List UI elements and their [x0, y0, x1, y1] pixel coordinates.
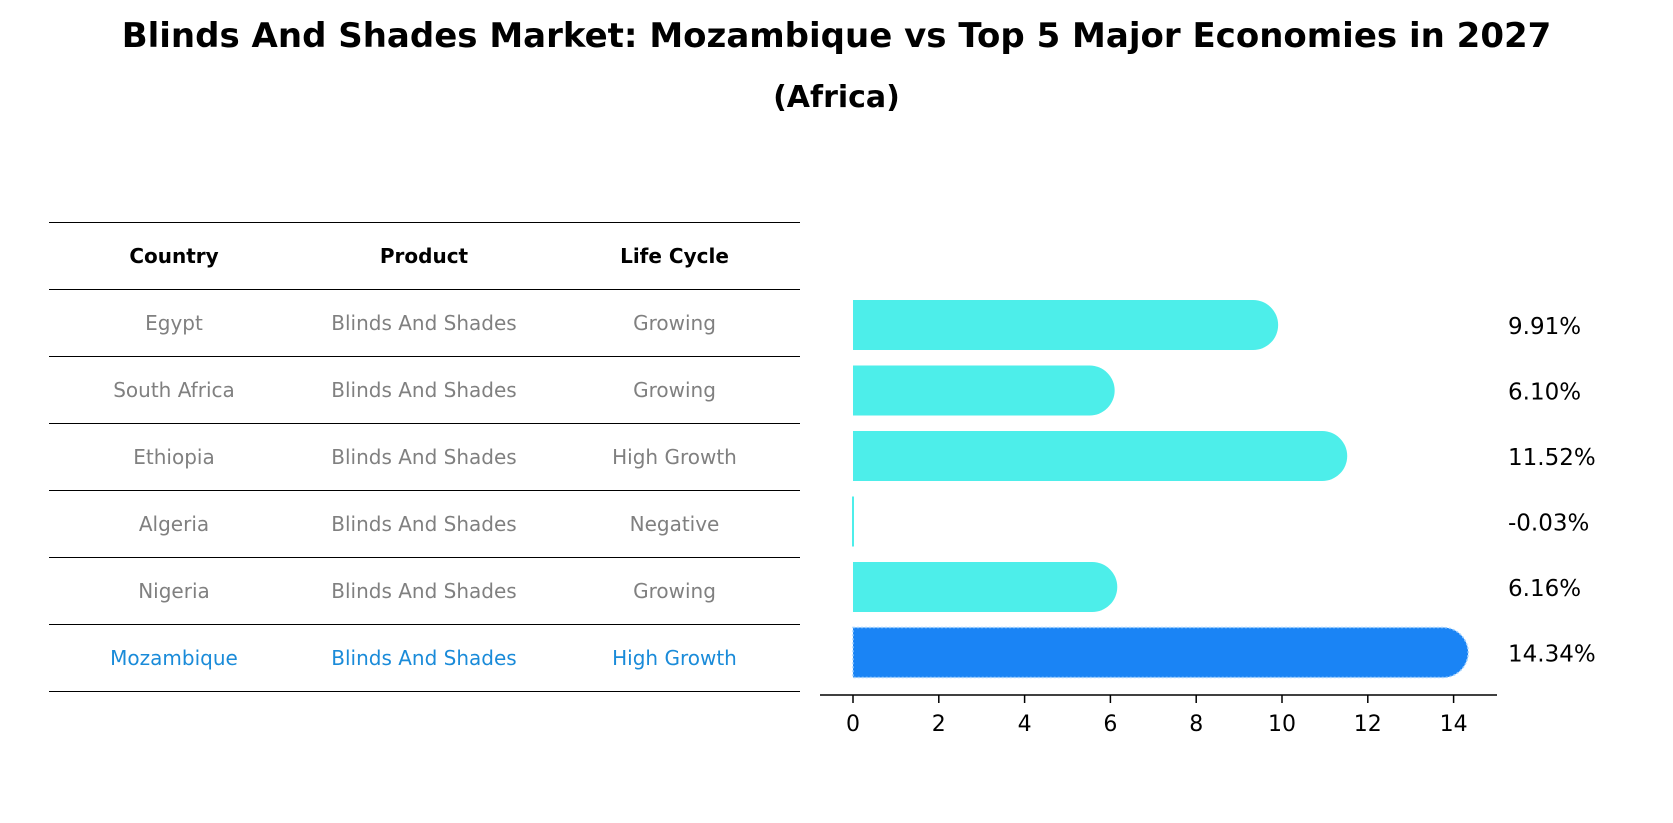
x-tick-label: 12	[1354, 712, 1382, 737]
x-axis: 0 2 4 6 8 10 12 14	[820, 694, 1497, 737]
bar-south-africa	[853, 365, 1115, 416]
chart-title: Blinds And Shades Market: Mozambique vs …	[121, 16, 1552, 56]
x-tick-label: 2	[932, 712, 946, 737]
product-cell: Blinds And Shades	[331, 378, 517, 402]
x-tick-label: 4	[1018, 712, 1032, 737]
table-row: Nigeria Blinds And Shades Growing	[49, 557, 800, 624]
life-cycle-cell: Negative	[629, 512, 720, 536]
table-row: Ethiopia Blinds And Shades High Growth	[49, 423, 800, 490]
table-row: South Africa Blinds And Shades Growing	[49, 356, 800, 423]
product-cell: Blinds And Shades	[331, 512, 517, 536]
life-cycle-cell: Growing	[633, 378, 716, 402]
product-cell: Blinds And Shades	[331, 646, 517, 670]
bar-mozambique	[852, 626, 1469, 679]
bar-egypt	[853, 300, 1279, 350]
table-row-highlight: Mozambique Blinds And Shades High Growth	[49, 624, 800, 692]
table-row: Egypt Blinds And Shades Growing	[49, 289, 800, 356]
table-row: Algeria Blinds And Shades Negative	[49, 490, 800, 557]
value-label: -0.03%	[1508, 511, 1589, 537]
country-cell: Algeria	[138, 512, 210, 536]
product-cell: Blinds And Shades	[331, 579, 517, 603]
x-tick-label: 8	[1189, 712, 1203, 737]
value-label: 9.91%	[1508, 314, 1581, 340]
value-label: 14.34%	[1508, 642, 1596, 668]
country-cell: Mozambique	[110, 646, 238, 670]
table-header-row: Country Product Life Cycle	[49, 222, 800, 289]
bar-ethiopia	[853, 431, 1348, 481]
value-label: 6.16%	[1508, 576, 1581, 602]
x-tick-label: 10	[1268, 712, 1296, 737]
header-product: Product	[379, 244, 469, 268]
product-cell: Blinds And Shades	[331, 311, 517, 335]
bar-algeria	[852, 496, 854, 547]
bar-nigeria	[853, 562, 1118, 612]
bars-layer	[852, 300, 1469, 679]
data-table: Country Product Life Cycle Egypt Blinds …	[49, 222, 800, 692]
country-cell: Ethiopia	[133, 445, 215, 469]
value-label: 11.52%	[1508, 445, 1596, 471]
life-cycle-cell: Growing	[633, 311, 716, 335]
country-cell: South Africa	[113, 378, 235, 402]
x-tick-label: 14	[1440, 712, 1468, 737]
life-cycle-cell: High Growth	[612, 445, 737, 469]
country-cell: Egypt	[145, 311, 203, 335]
product-cell: Blinds And Shades	[331, 445, 517, 469]
value-labels-layer: 9.91% 6.10% 11.52% -0.03% 6.16% 14.34%	[1508, 314, 1596, 668]
life-cycle-cell: Growing	[633, 579, 716, 603]
x-tick-label: 6	[1103, 712, 1117, 737]
x-tick-label: 0	[846, 712, 860, 737]
country-cell: Nigeria	[138, 579, 210, 603]
header-country: Country	[129, 244, 219, 268]
chart-subtitle: (Africa)	[773, 80, 900, 115]
header-life-cycle: Life Cycle	[620, 244, 729, 268]
life-cycle-cell: High Growth	[612, 646, 737, 670]
value-label: 6.10%	[1508, 380, 1581, 406]
